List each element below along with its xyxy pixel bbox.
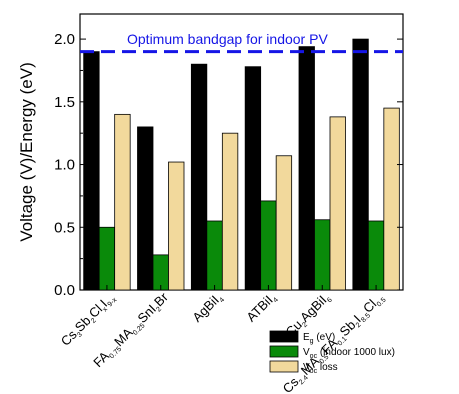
legend-label-eg-ev: Eg (eV) bbox=[303, 332, 335, 345]
bar-voc-indoor-1000-lux-2 bbox=[152, 254, 169, 291]
y-tick-label: 1.5 bbox=[54, 94, 75, 111]
y-tick-label: 2.0 bbox=[54, 31, 75, 48]
y-axis: 0.0 0.5 1.0 1.5 2.0 bbox=[54, 31, 403, 299]
y-axis-label: Voltage (V)/Energy (eV) bbox=[17, 62, 36, 242]
bars-group bbox=[83, 38, 400, 291]
y-tick-label: 1.0 bbox=[54, 157, 75, 174]
x-tick-label: AgBiI4 bbox=[189, 289, 226, 326]
bar-voc-loss-5 bbox=[329, 116, 346, 291]
legend-swatch-voc-loss bbox=[269, 360, 299, 373]
bar-voc-loss-6 bbox=[383, 107, 400, 291]
legend-swatch-voc-indoor-1000-lux bbox=[269, 345, 299, 358]
optimum-bandgap-label: Optimum bandgap for indoor PV bbox=[127, 31, 328, 47]
bar-voc-indoor-1000-lux-6 bbox=[367, 220, 385, 291]
bar-eg-ev-5 bbox=[298, 46, 315, 291]
legend-swatch-eg-ev bbox=[269, 330, 299, 343]
bar-voc-indoor-1000-lux-3 bbox=[206, 220, 223, 291]
bar-eg-ev-1 bbox=[83, 51, 100, 291]
bar-eg-ev-3 bbox=[190, 63, 208, 291]
bar-voc-indoor-1000-lux-1 bbox=[98, 226, 116, 291]
bar-voc-loss-1 bbox=[114, 113, 131, 291]
y-tick-label: 0.0 bbox=[54, 282, 75, 299]
legend-label-voc-loss: Voc loss bbox=[303, 362, 338, 375]
legend: Eg (eV) Voc (indoor 1000 lux) Voc loss bbox=[269, 330, 395, 375]
bar-eg-ev-4 bbox=[244, 66, 262, 291]
bar-eg-ev-2 bbox=[137, 126, 154, 291]
bar-voc-loss-2 bbox=[168, 161, 185, 291]
bar-voc-indoor-1000-lux-4 bbox=[260, 200, 277, 291]
plot-area bbox=[79, 13, 404, 291]
bar-eg-ev-6 bbox=[352, 38, 369, 291]
bar-voc-loss-4 bbox=[275, 155, 293, 291]
bar-voc-loss-3 bbox=[221, 132, 239, 291]
legend-label-voc-indoor-1000-lux: Voc (indoor 1000 lux) bbox=[303, 347, 395, 360]
y-tick-label: 0.5 bbox=[54, 219, 75, 236]
x-tick-label: ATBiI4 bbox=[243, 289, 280, 326]
bar-voc-indoor-1000-lux-5 bbox=[314, 219, 331, 291]
